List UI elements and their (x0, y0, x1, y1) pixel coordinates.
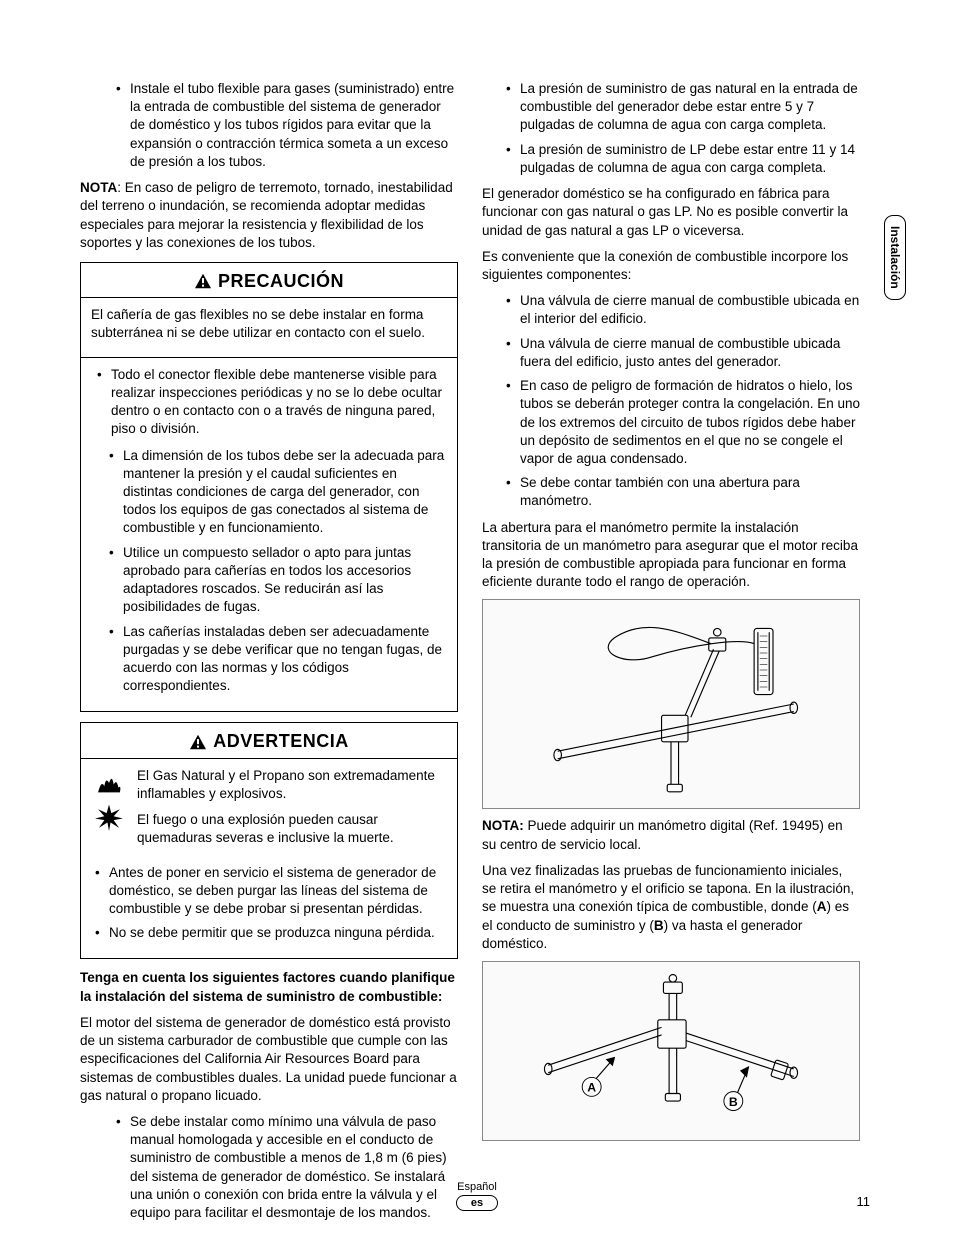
list-item: La presión de suministro de gas natural … (506, 80, 860, 135)
warning-triangle-icon (194, 273, 212, 289)
body-paragraph: Una vez finalizadas las pruebas de funci… (482, 862, 860, 953)
list-item: Una válvula de cierre manual de combusti… (506, 292, 860, 328)
hazard-text: El fuego o una explosión pueden causar q… (137, 811, 447, 847)
manometer-diagram-icon (501, 604, 841, 804)
caution-intro: El cañería de gas flexibles no se debe i… (91, 306, 447, 342)
figure-manometer (482, 599, 860, 809)
footer-language: Español (456, 1181, 498, 1193)
list-item: Una válvula de cierre manual de combusti… (506, 335, 860, 371)
list-item: Las cañerías instaladas deben ser adecua… (109, 623, 447, 696)
list-item: Se debe contar también con una abertura … (506, 474, 860, 510)
list-item: La presión de suministro de LP debe esta… (506, 141, 860, 177)
language-badge: es (456, 1195, 498, 1211)
caution-box: PRECAUCIÓN El cañería de gas flexibles n… (80, 262, 458, 712)
nota2-paragraph: NOTA: Puede adquirir un manómetro digita… (482, 817, 860, 853)
section-tab: Instalación (884, 215, 906, 300)
list-item: Todo el conector flexible debe manteners… (97, 366, 447, 439)
fuel-connection-diagram-icon: A B (501, 966, 841, 1136)
explosion-icon (93, 803, 125, 831)
caution-header: PRECAUCIÓN (81, 263, 457, 298)
list-item: La dimensión de los tubos debe ser la ad… (109, 447, 447, 538)
warning-header: ADVERTENCIA (81, 723, 457, 758)
body-paragraph: El motor del sistema de generador de dom… (80, 1014, 458, 1105)
list-item: Instale el tubo flexible para gases (sum… (116, 80, 458, 171)
list-item: Antes de poner en servicio el sistema de… (95, 864, 447, 919)
page-number: 11 (857, 1194, 871, 1209)
body-paragraph: Es conveniente que la conexión de combus… (482, 248, 860, 284)
nota-paragraph: NOTA: En caso de peligro de terremoto, t… (80, 179, 458, 252)
callout-label: B (729, 1095, 738, 1109)
right-column: La presión de suministro de gas natural … (482, 80, 860, 1230)
list-item: En caso de peligro de formación de hidra… (506, 377, 860, 468)
callout-label: A (587, 1081, 596, 1095)
page-footer: Español es (0, 1181, 954, 1211)
warning-box: ADVERTENCIA El Gas Natural y el Propano … (80, 722, 458, 959)
section-heading: Tenga en cuenta los siguientes factores … (80, 969, 458, 1005)
hazard-text: El Gas Natural y el Propano son extremad… (137, 767, 447, 803)
left-column: Instale el tubo flexible para gases (sum… (80, 80, 458, 1230)
body-paragraph: La abertura para el manómetro permite la… (482, 519, 860, 592)
list-item: Utilice un compuesto sellador o apto par… (109, 544, 447, 617)
figure-connection: A B (482, 961, 860, 1141)
page-content: Instale el tubo flexible para gases (sum… (80, 80, 874, 1230)
warning-triangle-icon (189, 734, 207, 750)
fire-icon (93, 769, 125, 797)
list-item: No se debe permitir que se produzca ning… (95, 924, 447, 942)
body-paragraph: El generador doméstico se ha configurado… (482, 185, 860, 240)
